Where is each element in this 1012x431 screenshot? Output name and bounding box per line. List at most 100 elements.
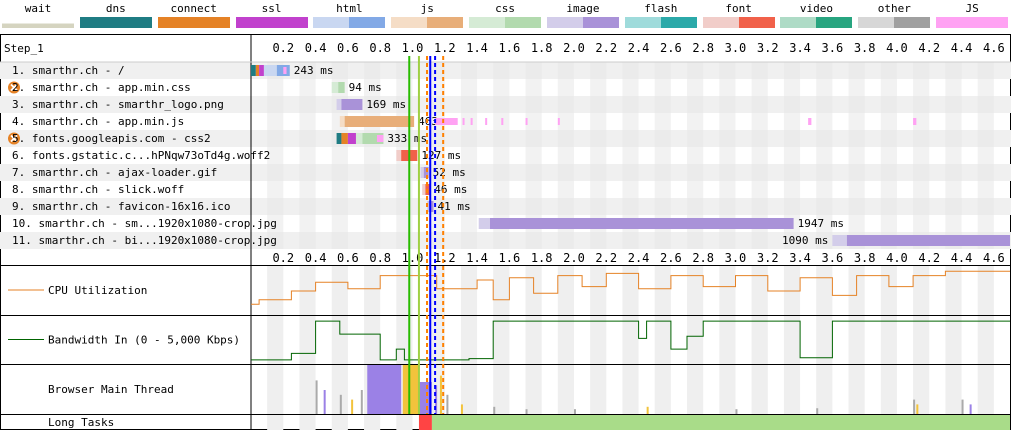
tick-label-top: 4.0 bbox=[886, 41, 908, 55]
panel-grid-band bbox=[364, 266, 381, 315]
panel-grid-band bbox=[364, 316, 381, 364]
panel-grid-band bbox=[299, 316, 316, 364]
grid-band bbox=[848, 62, 865, 249]
long-task-block bbox=[418, 415, 432, 430]
tick-label-top: 3.0 bbox=[725, 41, 747, 55]
panel-grid-band bbox=[945, 316, 962, 364]
panel-grid-band bbox=[687, 266, 704, 315]
main-thread-spike bbox=[735, 409, 738, 414]
tick-label-bottom: 3.8 bbox=[854, 251, 876, 265]
tick-label-top: 1.4 bbox=[466, 41, 488, 55]
js-execution-mark bbox=[485, 118, 488, 125]
tick-label-top: 2.0 bbox=[563, 41, 585, 55]
ttfb-segment bbox=[396, 150, 402, 161]
panel-grid-band bbox=[654, 316, 671, 364]
legend-swatch bbox=[624, 17, 697, 28]
js-execution-mark bbox=[283, 67, 287, 74]
js-execution-mark bbox=[435, 118, 458, 125]
legend-label: font bbox=[725, 2, 752, 15]
download-segment bbox=[490, 218, 794, 229]
tick-label-top: 2.4 bbox=[628, 41, 650, 55]
main-thread-spike bbox=[315, 380, 318, 414]
legend-item-ssl: ssl bbox=[234, 0, 310, 32]
tick-label-top: 0.6 bbox=[337, 41, 359, 55]
panel-grid-band bbox=[719, 266, 736, 315]
request-time-label: 1947 ms bbox=[798, 217, 844, 230]
blocked-icon-x bbox=[10, 134, 18, 143]
panel-grid-band bbox=[331, 266, 348, 315]
download-segment bbox=[846, 235, 1010, 246]
legend-swatch bbox=[858, 17, 931, 28]
panel-grid-band bbox=[654, 266, 671, 315]
interactive-window bbox=[431, 415, 1011, 430]
request-time-label: 46 ms bbox=[434, 183, 467, 196]
panel-grid-band bbox=[331, 365, 348, 414]
panel-grid-band bbox=[396, 415, 413, 430]
tick-label-top: 4.6 bbox=[983, 41, 1005, 55]
tick-label-bottom: 1.4 bbox=[466, 251, 488, 265]
tick-label-bottom: 3.6 bbox=[822, 251, 844, 265]
panel-grid-band bbox=[719, 365, 736, 414]
panel-grid-band bbox=[913, 316, 930, 364]
main-thread-layout-block bbox=[367, 365, 402, 414]
tick-label-bottom: 3.4 bbox=[789, 251, 811, 265]
request-time-label: 333 ms bbox=[387, 132, 427, 145]
tick-label-top: 1.0 bbox=[402, 41, 424, 55]
grid-band bbox=[590, 62, 607, 249]
panel-grid-band bbox=[590, 365, 607, 414]
request-label: 8. smarthr.ch - slick.woff bbox=[12, 183, 184, 196]
legend-swatch bbox=[235, 17, 308, 28]
legend-item-html: html bbox=[311, 0, 387, 32]
dns-segment bbox=[251, 65, 256, 76]
tick-label-bottom: 0.2 bbox=[272, 251, 294, 265]
panel-grid-band bbox=[816, 266, 833, 315]
grid-band bbox=[364, 62, 381, 249]
download-segment bbox=[341, 99, 363, 110]
download-segment bbox=[338, 82, 345, 93]
main-thread-spike bbox=[913, 399, 916, 414]
dns-segment bbox=[336, 133, 342, 144]
main-thread-spike bbox=[646, 406, 649, 414]
panel-grid-band bbox=[428, 316, 445, 364]
panel-grid-band bbox=[493, 365, 510, 414]
grid-band bbox=[493, 62, 510, 249]
legend-swatch bbox=[469, 17, 542, 28]
panel-grid-band bbox=[557, 365, 574, 414]
request-time-label: 41 ms bbox=[437, 200, 470, 213]
panel-grid-band bbox=[687, 316, 704, 364]
request-label: 10. smarthr.ch - sm...1920x1080-crop.jpg bbox=[12, 217, 277, 230]
grid-band bbox=[783, 62, 801, 249]
ssl-segment bbox=[347, 133, 356, 144]
panel-grid-band bbox=[622, 365, 639, 414]
tick-label-bottom: 1.6 bbox=[499, 251, 521, 265]
panel-grid-band bbox=[557, 316, 574, 364]
download-segment bbox=[423, 167, 429, 178]
panel-grid-band bbox=[590, 316, 607, 364]
panel-grid-band bbox=[590, 266, 607, 315]
grid-band bbox=[977, 62, 994, 249]
tick-label-top: 2.8 bbox=[692, 41, 714, 55]
tick-label-top: 3.4 bbox=[789, 41, 811, 55]
bandwidth-in-label: Bandwidth In (0 - 5,000 Kbps) bbox=[48, 334, 240, 347]
panel-grid-band bbox=[299, 365, 316, 414]
panel-grid-band bbox=[525, 365, 542, 414]
request-time-label: 127 ms bbox=[421, 149, 461, 162]
grid-band bbox=[719, 62, 736, 249]
request-time-label: 1090 ms bbox=[782, 234, 828, 247]
panel-grid-band bbox=[493, 266, 510, 315]
panel-grid-band bbox=[783, 365, 801, 414]
step-title: Step_1 bbox=[4, 42, 44, 55]
panel-grid-band bbox=[783, 316, 801, 364]
tick-label-bottom: 1.8 bbox=[531, 251, 553, 265]
connect-segment bbox=[255, 65, 260, 76]
request-label: 7. smarthr.ch - ajax-loader.gif bbox=[12, 166, 217, 179]
ttfb-segment bbox=[355, 133, 363, 144]
ttfb-segment bbox=[832, 235, 847, 246]
js-execution-mark bbox=[501, 118, 504, 125]
main-thread-layout-block bbox=[418, 382, 432, 414]
legend-swatch bbox=[79, 17, 152, 28]
tick-label-bottom: 2.0 bbox=[563, 251, 585, 265]
ttfb-segment bbox=[336, 99, 342, 110]
grid-band bbox=[913, 62, 930, 249]
